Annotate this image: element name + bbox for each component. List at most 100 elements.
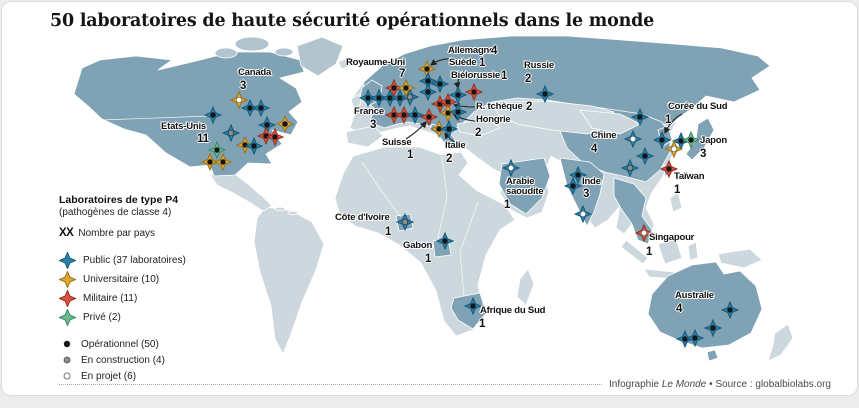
lab-marker-public-projet: [501, 158, 521, 178]
lab-marker-public-construction: [395, 212, 415, 232]
island-borneo: [657, 238, 683, 265]
project-dot-icon: [63, 372, 71, 380]
legend-status-list: Opérationnel (50) En construction (4) En…: [59, 336, 249, 384]
lab-marker-public-operationnel: [418, 82, 438, 102]
legend-item-militaire: Militaire (11): [59, 289, 249, 308]
lab-marker-public-projet: [623, 129, 643, 149]
construction-dot-icon: [63, 356, 71, 364]
region-caribbean: [274, 206, 286, 212]
attribution-separator: •: [706, 379, 716, 390]
legend-item-label: Privé (2): [83, 312, 121, 323]
island-ireland: [350, 93, 362, 110]
legend-item-operationnel: Opérationnel (50): [59, 336, 249, 352]
border-africa: [459, 201, 479, 297]
legend-type-list: Public (37 laboratoires) Universitaire (…: [59, 251, 249, 327]
arrow-coree-du-sud: [664, 113, 683, 135]
legend-item-label: En projet (6): [81, 370, 137, 382]
attribution-source: Source : globalbiolabs.org: [715, 379, 831, 390]
legend-item-label: Militaire (11): [83, 293, 138, 304]
region-anatolia: [456, 117, 501, 137]
lab-marker-public-operationnel: [652, 130, 672, 150]
lab-marker-militaire-operationnel: [419, 107, 439, 127]
lab-marker-public-operationnel: [535, 84, 555, 104]
lab-marker-prive-operationnel: [207, 140, 227, 160]
world-map: [73, 35, 794, 362]
lab-marker-militaire-operationnel: [384, 105, 404, 125]
island-madagascar: [516, 268, 535, 306]
legend-item-public: Public (37 laboratoires): [59, 251, 249, 270]
island-sulawesi: [687, 241, 699, 261]
region-kazakhstan: [493, 100, 615, 135]
region-caribbean: [287, 210, 299, 216]
continent-south-america: [253, 206, 325, 355]
legend-item-label: Opérationnel (50): [81, 338, 159, 350]
region-arctic-islands: [214, 47, 238, 59]
lab-marker-public-operationnel: [448, 102, 468, 122]
lab-marker-universitaire-operationnel: [200, 152, 220, 172]
lab-marker-public-operationnel: [463, 296, 483, 316]
lab-marker-public-operationnel: [430, 74, 450, 94]
lab-marker-public-operationnel: [568, 165, 588, 185]
arrow-suisse: [405, 121, 427, 140]
prive-diamond-icon: [59, 309, 76, 326]
lab-marker-public-operationnel: [685, 328, 705, 348]
region-iberia: [345, 125, 384, 148]
continent-africa: [334, 146, 516, 337]
lab-marker-militaire-operationnel: [384, 78, 404, 98]
arrow-hongrie: [453, 114, 476, 122]
border-us-canada: [101, 115, 211, 121]
legend-item-prive: Privé (2): [59, 308, 249, 327]
lab-marker-prive-operationnel: [681, 130, 701, 150]
border-africa: [437, 156, 448, 239]
dotted-leader-line: [59, 384, 602, 385]
region-mongolia: [579, 109, 641, 135]
lab-marker-militaire-operationnel: [659, 159, 679, 179]
arrow-allemagne: [430, 58, 454, 66]
legend-item-label: En construction (4): [81, 354, 165, 366]
page-title: 50 laboratoires de haute sécurité opérat…: [50, 11, 655, 31]
legend-heading: Laboratoires de type P4: [59, 194, 179, 206]
count-label: Nombre par pays: [78, 227, 156, 239]
lab-marker-universitaire-operationnel: [429, 119, 449, 139]
lab-marker-public-operationnel: [630, 107, 650, 127]
public-diamond-icon: [59, 252, 76, 269]
island-tasmania: [706, 349, 719, 362]
attribution-prefix: Infographie: [608, 379, 662, 390]
militaire-diamond-icon: [59, 290, 76, 307]
island-philippines: [669, 191, 683, 213]
attribution: Infographie Le Monde • Source : globalbi…: [59, 379, 831, 390]
lab-marker-public-operationnel: [369, 88, 389, 108]
continent-north-america: [73, 51, 305, 177]
lab-marker-public-operationnel: [240, 98, 260, 118]
lab-marker-universitaire-projet: [664, 139, 684, 159]
legend: Laboratoires de type P4 (pathogènes de c…: [59, 194, 249, 384]
lab-marker-public-construction: [620, 158, 640, 178]
island-greenland: [296, 36, 344, 77]
lab-marker-public-operationnel: [563, 176, 583, 196]
legend-item-projet: En projet (6): [59, 368, 249, 384]
arrow-italie: [444, 132, 455, 143]
border-africa: [361, 161, 402, 218]
region-mexico-central-america: [209, 173, 273, 212]
arrow-r-tcheque: [452, 102, 476, 110]
country-south-africa: [450, 292, 487, 330]
lab-markers-layer: [200, 59, 740, 349]
universitaire-diamond-icon: [59, 271, 76, 288]
lab-marker-universitaire-operationnel: [213, 152, 233, 172]
lab-marker-universitaire-projet: [229, 90, 249, 110]
lab-marker-universitaire-operationnel: [396, 78, 416, 98]
region-arctic-islands: [274, 47, 294, 57]
island-sumatra: [620, 239, 649, 265]
legend-count-row: XX Nombre par pays: [59, 227, 249, 239]
lab-marker-public-operationnel: [703, 318, 723, 338]
lab-marker-public-operationnel: [358, 88, 378, 108]
lab-marker-public-operationnel: [203, 105, 223, 125]
lab-marker-public-operationnel: [244, 136, 264, 156]
lab-marker-public-operationnel: [435, 231, 455, 251]
island-new-guinea: [717, 248, 763, 269]
attribution-brand: Le Monde: [661, 379, 707, 390]
island-iceland: [337, 57, 353, 70]
lab-marker-public-construction: [221, 123, 241, 143]
legend-subheading: (pathogènes de classe 4): [59, 207, 172, 218]
